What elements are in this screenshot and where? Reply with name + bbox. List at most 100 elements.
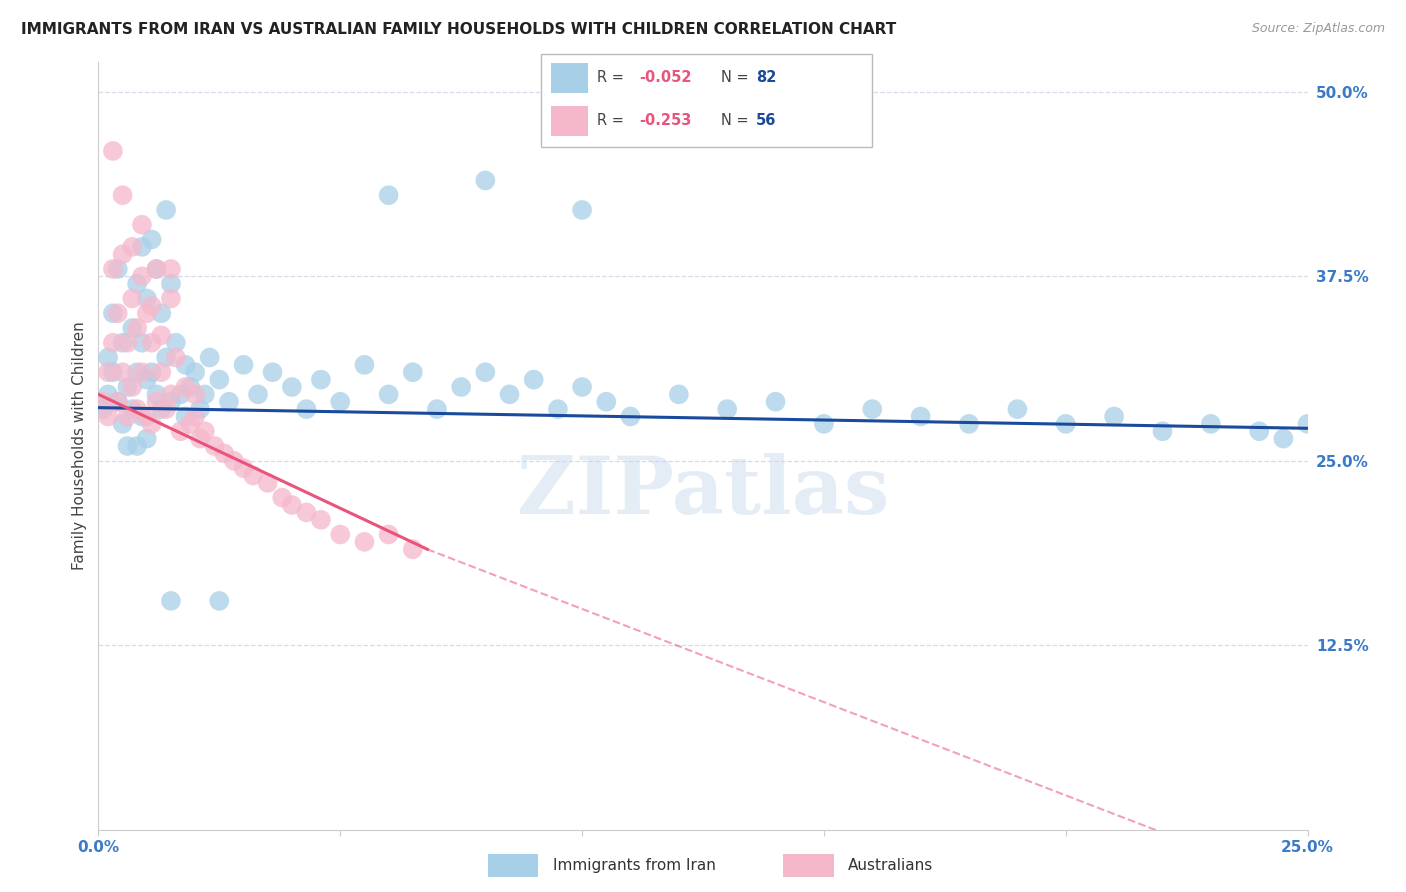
Point xyxy=(208,373,231,387)
Point xyxy=(111,188,134,202)
Point xyxy=(141,417,163,431)
Point xyxy=(571,202,593,217)
Point xyxy=(204,439,226,453)
Point xyxy=(194,424,217,438)
Point xyxy=(1249,424,1271,438)
Point xyxy=(145,387,167,401)
Point xyxy=(160,594,183,608)
Point xyxy=(198,351,221,365)
Point xyxy=(145,394,167,409)
Point xyxy=(1199,417,1222,431)
Point xyxy=(256,475,278,490)
Point xyxy=(1272,432,1295,446)
Point xyxy=(150,402,173,417)
Point xyxy=(295,402,318,417)
FancyBboxPatch shape xyxy=(551,63,588,93)
Point xyxy=(155,351,177,365)
Text: Source: ZipAtlas.com: Source: ZipAtlas.com xyxy=(1251,22,1385,36)
Point xyxy=(402,542,425,557)
Point xyxy=(160,387,183,401)
Point xyxy=(91,402,114,417)
Point xyxy=(353,358,375,372)
Point xyxy=(107,394,129,409)
Point xyxy=(117,380,139,394)
Point xyxy=(131,269,153,284)
Point xyxy=(188,432,211,446)
Point xyxy=(1152,424,1174,438)
Point xyxy=(242,468,264,483)
Point xyxy=(212,446,235,460)
Point xyxy=(131,335,153,350)
Point xyxy=(619,409,641,424)
Point xyxy=(165,335,187,350)
Point xyxy=(309,373,332,387)
Point xyxy=(101,365,124,379)
Point xyxy=(765,394,787,409)
FancyBboxPatch shape xyxy=(783,854,834,877)
FancyBboxPatch shape xyxy=(551,106,588,136)
Text: Australians: Australians xyxy=(848,858,934,872)
Point xyxy=(117,335,139,350)
Point xyxy=(135,409,157,424)
Point xyxy=(155,402,177,417)
Point xyxy=(117,409,139,424)
Point xyxy=(150,328,173,343)
Point xyxy=(165,351,187,365)
Point xyxy=(957,417,980,431)
Point xyxy=(160,277,183,291)
Point xyxy=(309,513,332,527)
Point xyxy=(450,380,472,394)
Text: Immigrants from Iran: Immigrants from Iran xyxy=(553,858,716,872)
Point xyxy=(150,365,173,379)
Point xyxy=(160,262,183,277)
Point xyxy=(127,365,149,379)
Point xyxy=(910,409,932,424)
Point xyxy=(262,365,284,379)
Point xyxy=(101,262,124,277)
Point xyxy=(111,417,134,431)
Point xyxy=(160,292,183,306)
Point xyxy=(131,365,153,379)
Point xyxy=(145,262,167,277)
Point xyxy=(179,417,201,431)
Point xyxy=(194,387,217,401)
Point xyxy=(474,365,496,379)
Point xyxy=(101,306,124,320)
Point xyxy=(426,402,449,417)
Point xyxy=(498,387,520,401)
Point xyxy=(813,417,835,431)
Point xyxy=(150,306,173,320)
Point xyxy=(377,387,399,401)
Point xyxy=(107,306,129,320)
Point xyxy=(184,387,207,401)
Point xyxy=(377,527,399,541)
Point xyxy=(135,432,157,446)
Point xyxy=(97,409,120,424)
Point xyxy=(101,335,124,350)
Point xyxy=(127,277,149,291)
Text: 82: 82 xyxy=(756,70,776,85)
Point xyxy=(218,394,240,409)
Point xyxy=(1007,402,1029,417)
Point xyxy=(121,240,143,254)
Point xyxy=(353,535,375,549)
Point xyxy=(329,527,352,541)
Point xyxy=(184,409,207,424)
Point xyxy=(127,321,149,335)
Point xyxy=(329,394,352,409)
Point xyxy=(474,173,496,187)
Text: R =: R = xyxy=(598,70,628,85)
Point xyxy=(860,402,883,417)
Point xyxy=(188,402,211,417)
Point xyxy=(135,292,157,306)
Point xyxy=(174,409,197,424)
Point xyxy=(145,262,167,277)
Point xyxy=(131,218,153,232)
Point xyxy=(247,387,270,401)
Text: IMMIGRANTS FROM IRAN VS AUSTRALIAN FAMILY HOUSEHOLDS WITH CHILDREN CORRELATION C: IMMIGRANTS FROM IRAN VS AUSTRALIAN FAMIL… xyxy=(21,22,897,37)
Point xyxy=(135,373,157,387)
Point xyxy=(131,240,153,254)
Point xyxy=(377,188,399,202)
Point xyxy=(107,262,129,277)
Point xyxy=(97,365,120,379)
